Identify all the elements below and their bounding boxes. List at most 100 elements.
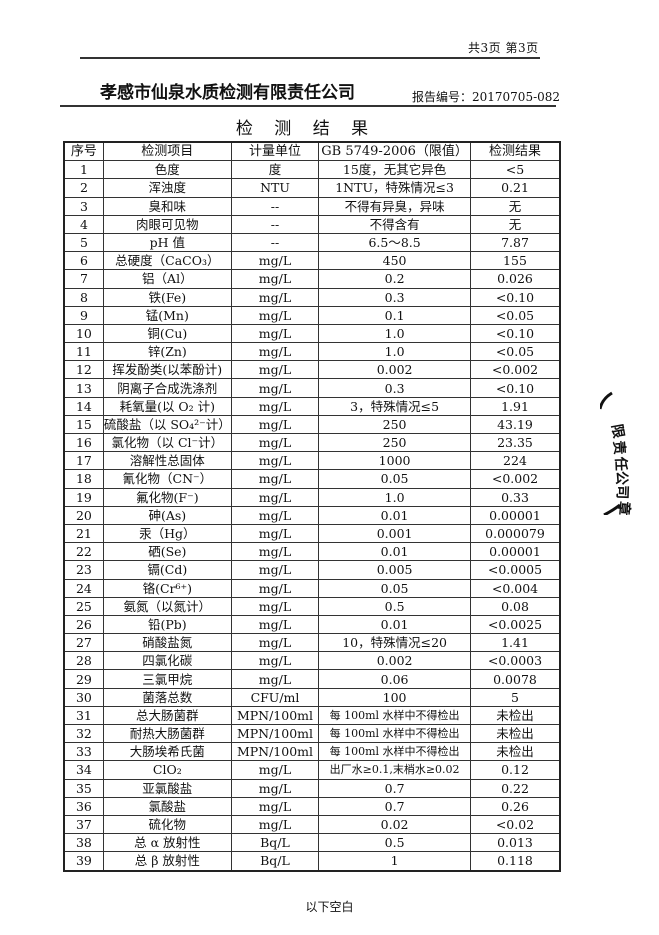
cell-no: 10 bbox=[63, 323, 104, 344]
table-row: 21 汞（Hg） mg/L 0.001 0.000079 bbox=[63, 523, 561, 544]
table-row: 30 菌落总数 CFU/ml 100 5 bbox=[63, 687, 561, 707]
cell-no: 27 bbox=[63, 633, 104, 653]
table-header-row: 序号 检测项目 计量单位 GB 5749-2006（限值） 检测结果 bbox=[63, 141, 561, 162]
header-result: 检测结果 bbox=[469, 141, 561, 162]
table-row: 3 臭和味 -- 不得有异臭，异味无 bbox=[63, 196, 561, 216]
table-row: 23 镉(Cd) mg/L 0.005 <0.0005 bbox=[63, 560, 561, 580]
table-row: 9 锰(Mn) mg/L 0.1 <0.05 bbox=[63, 305, 561, 325]
cell-result: 224 bbox=[469, 451, 561, 471]
cell-no: 6 bbox=[63, 251, 104, 271]
table-row: 28 四氯化碳 mg/L 0.002 <0.0003 bbox=[63, 651, 561, 671]
cell-no: 9 bbox=[63, 305, 104, 325]
header-limit: GB 5749-2006（限值） bbox=[318, 141, 471, 162]
cell-result: 未检出 bbox=[469, 723, 561, 744]
cell-result: 1.41 bbox=[469, 633, 561, 653]
cell-unit: mg/L bbox=[230, 778, 320, 798]
cell-unit: mg/L bbox=[230, 451, 320, 471]
cell-item: 臭和味 bbox=[102, 196, 232, 216]
table-row: 26 铅(Pb) mg/L 0.01 <0.0025 bbox=[63, 614, 561, 635]
cell-unit: mg/L bbox=[230, 614, 320, 635]
cell-result: <0.002 bbox=[469, 469, 561, 489]
cell-result: 无 bbox=[469, 196, 561, 216]
cell-limit: 0.002 bbox=[318, 651, 471, 671]
table-row: 11 锌(Zn) mg/L 1.0 <0.05 bbox=[63, 342, 561, 362]
cell-result: <0.05 bbox=[469, 342, 561, 362]
cell-item: 总 β 放射性 bbox=[102, 851, 232, 871]
cell-limit: 0.5 bbox=[318, 596, 471, 616]
cell-result: 43.19 bbox=[469, 414, 561, 435]
cell-no: 26 bbox=[63, 614, 104, 635]
cell-unit: mg/L bbox=[230, 523, 320, 544]
table-row: 35 亚氯酸盐 mg/L 0.7 0.22 bbox=[63, 778, 561, 798]
company-seal: 限 责 任 公 司 章 bbox=[600, 391, 633, 515]
cell-no: 8 bbox=[63, 287, 104, 307]
cell-result: <0.10 bbox=[469, 378, 561, 398]
cell-unit: mg/L bbox=[230, 342, 320, 362]
cell-item: 亚氯酸盐 bbox=[102, 778, 232, 798]
svg-text:章: 章 bbox=[615, 501, 633, 515]
cell-no: 15 bbox=[63, 414, 104, 435]
cell-unit: mg/L bbox=[230, 469, 320, 489]
cell-result: 未检出 bbox=[469, 705, 561, 726]
table-row: 6 总硬度（CaCO₃） mg/L 450 155 bbox=[63, 251, 561, 271]
cell-limit: 1NTU，特殊情况≤3 bbox=[318, 178, 471, 198]
cell-result: <0.02 bbox=[469, 814, 561, 835]
cell-no: 29 bbox=[63, 669, 104, 689]
cell-result: 5 bbox=[469, 687, 561, 707]
cell-no: 18 bbox=[63, 469, 104, 489]
table-row: 14 耗氧量(以 O₂ 计) mg/L 3，特殊情况≤5 1.91 bbox=[63, 396, 561, 416]
cell-result: <0.002 bbox=[469, 360, 561, 380]
cell-no: 31 bbox=[63, 705, 104, 726]
page-number: 共3页 第3页 bbox=[468, 41, 539, 55]
cell-result: 0.0078 bbox=[469, 669, 561, 689]
cell-unit: mg/L bbox=[230, 669, 320, 689]
cell-result: 无 bbox=[469, 214, 561, 234]
cell-limit: 0.06 bbox=[318, 669, 471, 689]
cell-unit: MPN/100ml bbox=[230, 742, 320, 762]
cell-unit: mg/L bbox=[230, 760, 320, 780]
cell-item: 耐热大肠菌群 bbox=[102, 723, 232, 744]
cell-no: 38 bbox=[63, 833, 104, 853]
svg-text:限: 限 bbox=[608, 423, 626, 440]
cell-result: 155 bbox=[469, 251, 561, 271]
table-row: 27 硝酸盐氮 mg/L 10，特殊情况≤20 1.41 bbox=[63, 633, 561, 653]
cell-limit: 250 bbox=[318, 414, 471, 435]
cell-no: 22 bbox=[63, 542, 104, 562]
end-note: 以下空白 bbox=[305, 900, 354, 914]
cell-item: 氨氮（以氮计） bbox=[102, 596, 232, 616]
cell-unit: mg/L bbox=[230, 814, 320, 835]
table-row: 32 耐热大肠菌群 MPN/100ml 每 100ml 水样中不得检出 未检出 bbox=[63, 723, 561, 744]
cell-limit: 0.3 bbox=[318, 287, 471, 307]
cell-result: <0.004 bbox=[469, 578, 561, 598]
cell-no: 7 bbox=[63, 269, 104, 289]
cell-unit: mg/L bbox=[230, 487, 320, 507]
cell-unit: mg/L bbox=[230, 633, 320, 653]
cell-limit: 1.0 bbox=[318, 487, 471, 507]
cell-limit: 100 bbox=[318, 687, 471, 707]
cell-result: 0.33 bbox=[469, 487, 561, 507]
cell-item: 硒(Se) bbox=[102, 542, 232, 562]
cell-unit: mg/L bbox=[230, 251, 320, 271]
cell-unit: mg/L bbox=[230, 596, 320, 616]
cell-no: 12 bbox=[63, 360, 104, 380]
cell-item: ClO₂ bbox=[102, 760, 232, 780]
cell-item: 氯酸盐 bbox=[102, 796, 232, 816]
cell-item: 氯化物（以 Cl⁻计） bbox=[102, 432, 232, 453]
cell-item: 镉(Cd) bbox=[102, 560, 232, 580]
cell-limit: 0.7 bbox=[318, 796, 471, 816]
cell-unit: mg/L bbox=[230, 378, 320, 398]
header-unit: 计量单位 bbox=[230, 141, 320, 162]
cell-item: 肉眼可见物 bbox=[102, 214, 232, 234]
table-row: 22 硒(Se) mg/L 0.01 0.00001 bbox=[63, 542, 561, 562]
cell-item: 铜(Cu) bbox=[102, 323, 232, 344]
table-row: 37 硫化物 mg/L 0.02 <0.02 bbox=[63, 814, 561, 835]
table-row: 18 氰化物（CN⁻） mg/L 0.05 <0.002 bbox=[63, 469, 561, 489]
table-row: 19 氟化物(F⁻) mg/L 1.0 0.33 bbox=[63, 487, 561, 507]
cell-unit: mg/L bbox=[230, 505, 320, 525]
cell-unit: mg/L bbox=[230, 396, 320, 416]
cell-item: 硫化物 bbox=[102, 814, 232, 835]
svg-text:任: 任 bbox=[612, 456, 630, 472]
cell-no: 1 bbox=[63, 160, 104, 180]
cell-unit: CFU/ml bbox=[230, 687, 320, 707]
cell-unit: mg/L bbox=[230, 651, 320, 671]
